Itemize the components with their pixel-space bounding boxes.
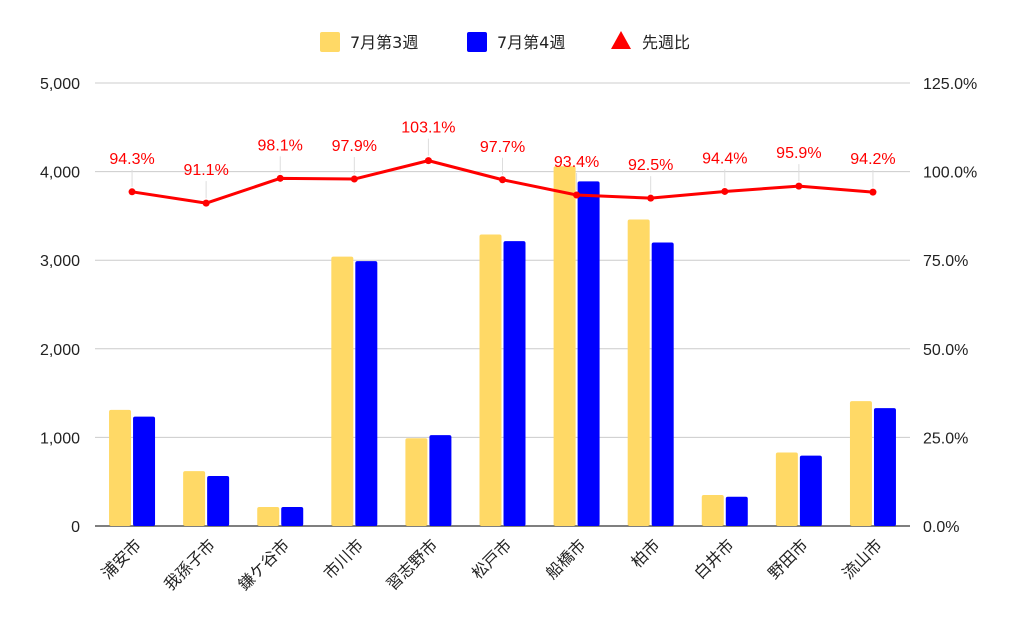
ratio-data-label: 94.4% [702,150,747,167]
bar-week3 [553,166,576,526]
ratio-point [499,176,506,184]
right-tick-label: 125.0% [923,76,977,93]
bar-week4 [355,261,378,526]
legend-swatch-week4 [467,32,487,52]
ratio-point [128,188,136,196]
ratio-data-label: 94.2% [850,151,895,168]
ratio-data-label: 94.3% [109,151,154,168]
category-labels: 浦安市 我孫子市 鎌ケ谷市 市川市 習志野市 松戸市 船橋市 柏市 白井市 野田市 流山市 [97,535,885,594]
right-tick-label: 100.0% [923,165,977,182]
category-label: 野田市 [764,535,811,582]
ratio-point [424,157,432,165]
left-tick-label: 3,000 [40,253,80,270]
ratio-point [647,194,655,202]
ratio-point [202,199,210,207]
bar-week3 [701,494,724,526]
ratio-data-label: 95.9% [776,145,821,162]
left-tick-label: 1,000 [40,430,80,447]
left-axis-ticks: 0 1,000 2,000 3,000 4,000 5,000 [40,76,80,536]
ratio-point [721,187,729,195]
bars [109,166,896,527]
legend-label-ratio: 先週比 [642,33,690,52]
bar-week4 [873,408,896,526]
legend-swatch-week3 [320,32,340,52]
bar-week4 [651,242,674,527]
bar-week4 [799,455,822,526]
ratio-point [276,174,284,182]
right-tick-label: 0.0% [923,519,959,536]
ratio-data-label: 92.5% [628,157,673,174]
bar-week3 [775,452,798,526]
legend-label-week3: 7月第3週 [350,33,418,52]
ratio-data-label: 93.4% [554,154,599,171]
ratio-point [573,191,581,199]
left-tick-label: 2,000 [40,342,80,359]
legend-label-week4: 7月第4週 [497,33,565,52]
ratio-point [350,175,358,183]
ratio-data-label: 97.7% [480,139,525,156]
bar-week3 [257,506,280,526]
bar-week4 [133,416,156,526]
bar-week4 [577,181,600,526]
category-label: 柏市 [627,535,663,571]
category-label: 流山市 [838,535,885,582]
right-tick-label: 75.0% [923,253,968,270]
ratio-data-label: 103.1% [401,120,455,137]
category-label: 我孫子市 [160,535,219,594]
left-tick-label: 5,000 [40,76,80,93]
category-label: 松戸市 [468,535,515,582]
category-label: 習志野市 [383,535,442,594]
right-axis-ticks: 0.0% 25.0% 50.0% 75.0% 100.0% 125.0% [923,76,977,536]
bar-week4 [725,496,748,526]
ratio-line [128,157,877,207]
bar-week4 [429,435,452,526]
legend-triangle-icon [611,31,631,49]
category-label: 白井市 [690,535,737,582]
ratio-point [869,188,877,196]
category-label: 浦安市 [97,535,144,582]
left-tick-label: 0 [71,519,80,536]
right-tick-label: 50.0% [923,342,968,359]
bar-week3 [331,256,354,526]
ratio-data-label: 91.1% [183,162,228,179]
category-label: 船橋市 [542,535,589,582]
right-tick-label: 25.0% [923,430,968,447]
bar-week3 [849,401,872,526]
bar-week3 [627,219,650,526]
legend: 7月第3週 7月第4週 先週比 [320,31,690,52]
bar-week4 [281,506,304,526]
ratio-data-label: 98.1% [258,137,303,154]
left-tick-label: 4,000 [40,165,80,182]
bar-week3 [405,438,428,526]
bar-week4 [207,475,230,526]
bar-week4 [503,241,526,526]
bar-week3 [479,234,502,527]
ratio-data-label: 97.9% [332,138,377,155]
ratio-point [795,182,803,190]
category-label: 鎌ケ谷市 [234,535,293,594]
bar-week3 [109,409,132,526]
category-label: 市川市 [320,535,367,582]
bar-week3 [183,471,206,526]
data-labels: 94.3% 91.1% 98.1% 97.9% 103.1% 97.7% 93.4% 92.5… [109,120,896,199]
